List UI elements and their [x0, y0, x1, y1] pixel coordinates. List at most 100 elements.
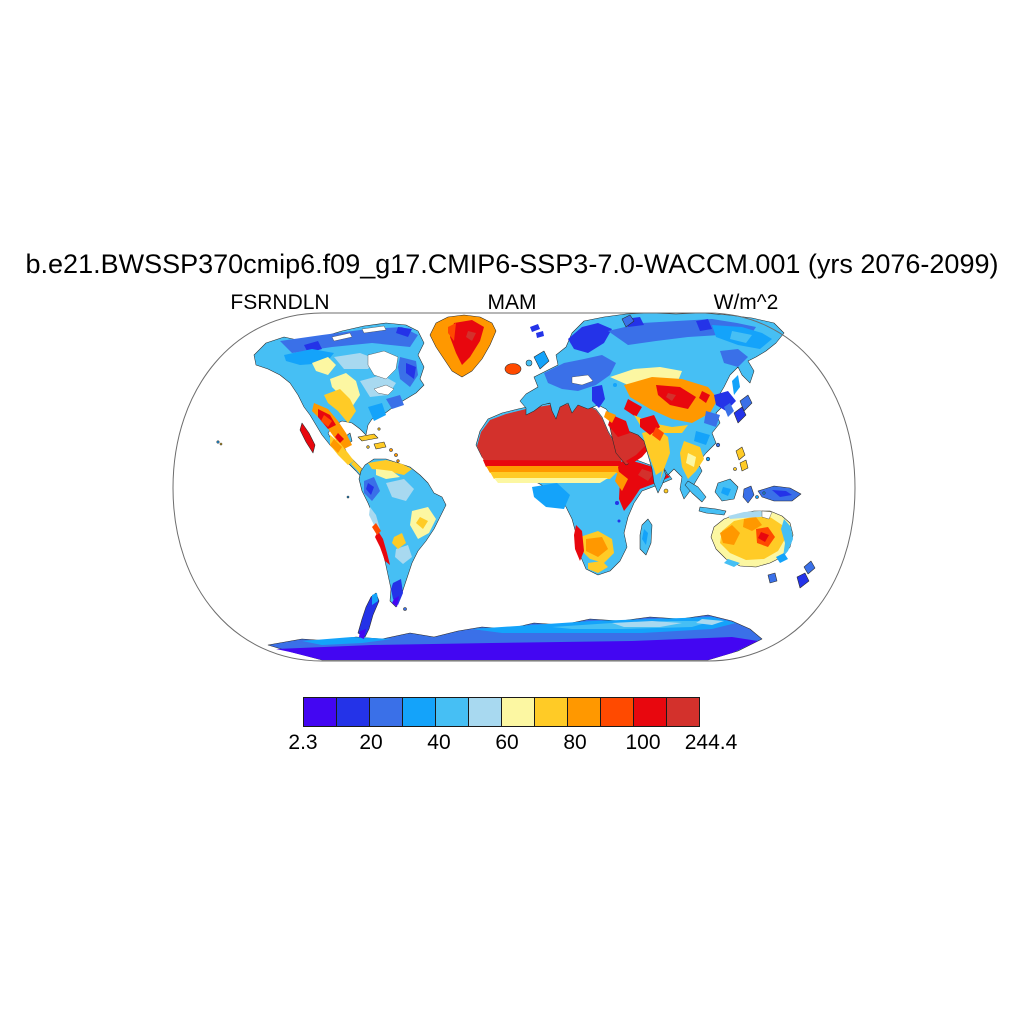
philippines-south: [739, 459, 749, 472]
australia-east-cyan: [781, 519, 793, 557]
hawaii-dot-1: [216, 440, 220, 444]
colorbar-cell: [534, 697, 568, 727]
aral-dot: [613, 383, 617, 387]
colorbar-tick: 40: [427, 731, 451, 754]
plot-title: b.e21.BWSSP370cmip6.f09_g17.CMIP6-SSP3-7…: [25, 249, 999, 279]
sumatra: [684, 480, 707, 503]
australia-north-pale: [728, 511, 770, 519]
anatolia-orange: [604, 411, 616, 423]
australia-west-orange: [720, 525, 740, 545]
south-china-cyan: [694, 431, 710, 445]
west-amazon-core: [366, 483, 374, 495]
antilles-dot-2: [396, 459, 400, 463]
great-lakes: [373, 384, 395, 396]
mexico-orange: [330, 439, 342, 453]
jamaica-dot: [366, 445, 370, 449]
horn-dark-spot: [638, 469, 654, 481]
east-china-blue: [704, 411, 720, 427]
southeast-us-patch: [368, 403, 386, 421]
arctic-channel-1: [361, 325, 387, 334]
taiwan-dot: [715, 442, 721, 448]
andes-orange: [372, 523, 381, 535]
pampa-pale: [395, 545, 412, 564]
india-gold: [642, 429, 670, 485]
hainan-dot: [705, 456, 711, 462]
australia-south-cyan: [724, 559, 740, 567]
galapagos-dot: [346, 495, 350, 499]
kalahari-orange: [586, 537, 608, 557]
africa: [475, 402, 673, 576]
madagascar-core: [642, 529, 648, 545]
great-britain: [533, 350, 550, 370]
antarctica: [267, 592, 763, 661]
mexico-red-dot: [335, 433, 344, 443]
alberta-yellow: [312, 357, 336, 375]
scandinavia-dark: [568, 323, 612, 353]
peru-coast-pale: [369, 507, 380, 529]
antarctica-pale-patch-2: [696, 619, 724, 625]
europe-core-blue: [544, 355, 616, 391]
colorbar-cell: [633, 697, 667, 727]
australia-north-orange: [743, 517, 762, 531]
antilles-dot-1: [394, 453, 398, 457]
novaya-zemlya: [621, 314, 635, 328]
northeast-us-patch: [386, 395, 404, 409]
svalbard-dash-2: [536, 331, 544, 338]
north-america: [216, 322, 425, 480]
australia-red-core: [758, 532, 769, 542]
antarctica-pale-patch-1: [612, 621, 682, 627]
colorbar-cell: [435, 697, 469, 727]
japan-north: [739, 394, 753, 412]
sahel-red-line: [483, 460, 624, 467]
indochina-yellow-center: [686, 453, 696, 467]
new-zealand-south: [796, 572, 810, 589]
ne-siberia-inner: [730, 331, 752, 343]
sahel-gold-band: [490, 472, 617, 479]
new-zealand-north: [803, 560, 816, 575]
great-plains-yellow: [330, 373, 360, 407]
colorbar-cell: [303, 697, 337, 727]
central-asia-red-west: [624, 399, 642, 417]
colorbar-cells: [303, 697, 700, 727]
hawaii-dot-2: [219, 442, 223, 446]
llanos-yellow: [376, 469, 400, 479]
hispaniola: [373, 441, 387, 450]
tasmania: [767, 572, 778, 584]
andes-red-strip: [375, 531, 390, 565]
colorbar-cell: [369, 697, 403, 727]
colorbar-tick: 20: [359, 731, 383, 754]
colorbar-cell: [567, 697, 601, 727]
colorbar-ticks: 2.3 20 40 60 80 100 244.4: [288, 731, 737, 757]
australia-group: [710, 510, 816, 589]
mongolia-red-dot: [699, 391, 710, 403]
svalbard-dash-1: [530, 324, 540, 332]
arizona-redorange: [321, 415, 332, 427]
moluccas-dot-1: [755, 495, 759, 499]
central-asia-red-core: [656, 385, 696, 409]
sahel-orange-band: [486, 466, 623, 473]
iran-red: [608, 415, 630, 437]
bahamas-dot: [377, 427, 381, 431]
ethiopia-orange: [615, 471, 628, 491]
baja-peninsula: [299, 422, 316, 454]
colorbar-cell: [468, 697, 502, 727]
colorbar-tick: 244.4: [684, 731, 738, 754]
projection-border: [172, 312, 856, 662]
variable-label: FSRNDLN: [230, 291, 330, 314]
india-south-cyan: [655, 471, 662, 487]
philippines-dot: [733, 467, 737, 471]
sahel-yellow-band: [494, 478, 608, 483]
greenland-group: [429, 314, 544, 378]
peninsula-tip-cyan: [372, 593, 378, 605]
venezuela-gold: [368, 460, 412, 475]
sakhalin: [732, 375, 740, 395]
tibet-gold-fringe: [634, 415, 688, 433]
colorbar-tick: 100: [625, 731, 661, 754]
india-orange-fringe: [652, 427, 664, 441]
iceland: [504, 363, 522, 375]
central-asia-dark-speck: [666, 393, 676, 401]
colorbar-tick: 2.3: [288, 731, 318, 754]
lake-victoria-dot: [615, 501, 619, 505]
hudson-bay: [367, 350, 399, 380]
